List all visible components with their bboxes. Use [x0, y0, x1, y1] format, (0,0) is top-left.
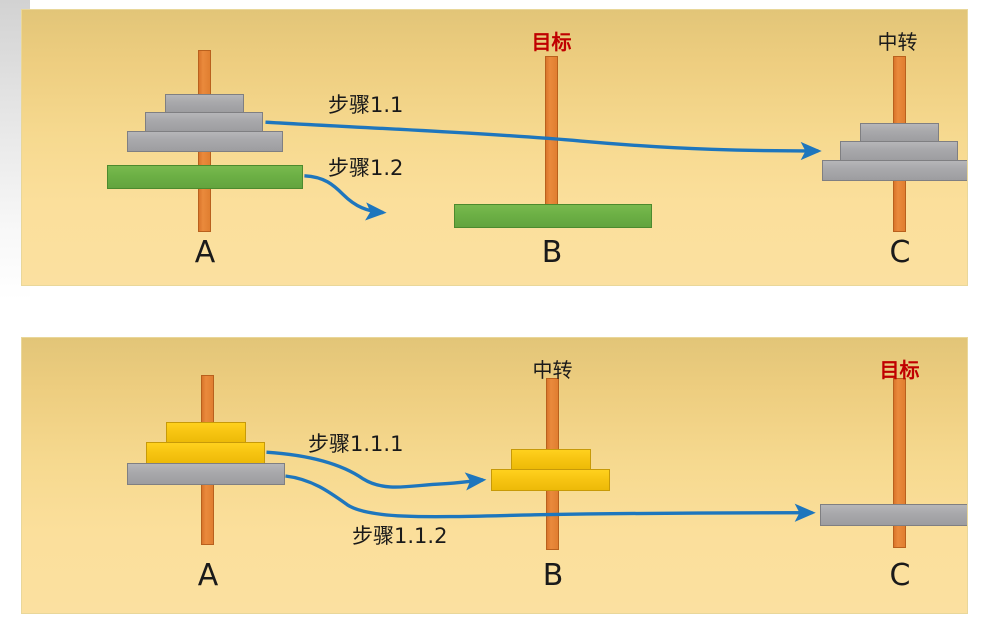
disk-b-1	[454, 204, 652, 228]
peg-label-c-2: C	[889, 558, 911, 593]
hanoi-panel-step-1: A 目标 B 中转 C 步骤1.1 步骤1.2	[21, 9, 968, 286]
disk-c-3	[822, 160, 967, 181]
step-label-1-1-2: 步骤1.1.2	[352, 524, 448, 548]
disk-a-2	[145, 112, 263, 132]
arrow-step-1-2	[304, 174, 387, 221]
disk-c-1	[860, 123, 939, 142]
hanoi-panel-step-2: A 中转 B 目标 C 步骤1.1.1 步骤1.1.2	[21, 337, 968, 614]
peg-b-2-role-label: 中转	[532, 358, 573, 382]
disk-b2-1	[511, 449, 591, 470]
peg-label-c: C	[889, 235, 911, 270]
disk-c2-1	[820, 504, 967, 526]
disk-a2-2	[146, 442, 265, 464]
disk-a-3	[127, 131, 283, 152]
peg-label-b: B	[541, 235, 563, 270]
peg-b-role-label: 目标	[531, 30, 572, 54]
arrow-step-1-1	[265, 120, 822, 161]
peg-label-b-2: B	[542, 558, 564, 593]
peg-c-2-role-label: 目标	[879, 358, 920, 382]
step-label-1-1: 步骤1.1	[328, 93, 404, 117]
panel-2-stage: A 中转 B 目标 C 步骤1.1.1 步骤1.1.2	[22, 338, 967, 613]
peg-c-role-label: 中转	[877, 30, 918, 54]
step-label-1-1-1: 步骤1.1.1	[308, 432, 404, 456]
peg-b	[545, 56, 558, 226]
peg-label-a-2: A	[197, 558, 219, 593]
disk-b2-2	[491, 469, 610, 491]
disk-c-2	[840, 141, 958, 161]
peg-label-a: A	[194, 235, 216, 270]
disk-a2-3	[127, 463, 285, 485]
panel-1-stage: A 目标 B 中转 C 步骤1.1 步骤1.2	[22, 10, 967, 285]
disk-a-1	[165, 94, 244, 113]
disk-a-4	[107, 165, 303, 189]
arrow-step-1-1-1	[266, 450, 487, 491]
step-label-1-2: 步骤1.2	[328, 156, 404, 180]
disk-a2-1	[166, 422, 246, 443]
